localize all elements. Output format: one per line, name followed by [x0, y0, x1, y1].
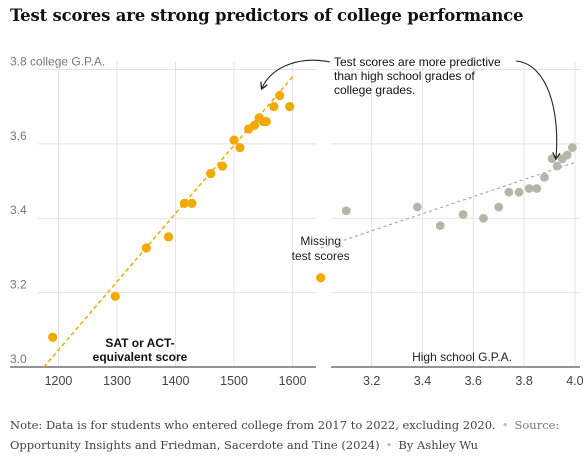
data-point: [249, 120, 260, 130]
trendline: [320, 161, 576, 249]
x-tick-label: 4.0: [566, 374, 583, 388]
y-tick-label: 3.8 college G.P.A.: [10, 54, 105, 68]
annotation-arrow: [262, 59, 331, 88]
byline: By Ashley Wu: [398, 438, 479, 452]
data-point: [187, 198, 197, 208]
data-point: [532, 184, 542, 193]
x-tick-label: 1500: [220, 374, 248, 388]
x-tick-label: 3.2: [363, 374, 380, 388]
x-tick-label: 1400: [162, 374, 190, 388]
data-point: [412, 202, 422, 212]
data-point: [504, 187, 514, 197]
data-point: [275, 90, 285, 101]
data-point: [217, 161, 227, 171]
trendline: [43, 76, 294, 368]
data-point: [110, 291, 120, 301]
chart-note: Note: Data is for students who entered c…: [10, 415, 580, 455]
y-tick-label: 3.2: [10, 278, 27, 292]
y-tick-label: 3.6: [10, 129, 27, 143]
data-point: [261, 116, 271, 127]
data-point: [141, 243, 151, 253]
x-tick-label: 1300: [103, 374, 131, 388]
data-point: [540, 172, 549, 182]
data-point: [235, 142, 245, 153]
x-axis-label: equivalent score: [93, 350, 188, 364]
data-point: [479, 213, 488, 223]
data-point: [494, 202, 504, 212]
missing-annotation-line: test scores: [292, 249, 350, 263]
data-point: [524, 184, 534, 193]
x-axis-label: High school G.P.A.: [412, 350, 512, 364]
y-tick-label: 3.0: [10, 352, 27, 366]
annotation-line: than high school grades of: [334, 69, 475, 83]
source-label: Source:: [514, 418, 560, 432]
separator-dot: •: [385, 438, 393, 452]
data-point: [552, 161, 562, 171]
data-point: [435, 221, 445, 231]
x-axis-label: SAT or ACT-: [105, 336, 174, 350]
x-tick-label: 1600: [279, 374, 307, 388]
data-point: [269, 102, 279, 112]
data-point: [514, 187, 524, 197]
separator-dot: •: [501, 418, 509, 432]
sat-panel: 3.0 3.2 3.4 3.6 3.8 college G.P.A. 1200 1300 14…: [10, 54, 350, 388]
data-point: [285, 102, 295, 112]
x-tick-label: 3.6: [465, 374, 482, 388]
data-point: [48, 332, 58, 342]
data-point: [229, 135, 239, 145]
x-tick-label: 3.8: [515, 374, 532, 388]
data-point: [562, 150, 572, 160]
data-point: [179, 198, 189, 208]
data-point: [567, 143, 577, 152]
y-tick-label: 3.4: [10, 203, 27, 217]
source-text: Opportunity Insights and Friedman, Sacer…: [10, 438, 380, 452]
annotation-line: college grades.: [334, 83, 415, 97]
data-point: [163, 232, 174, 242]
x-tick-label: 3.4: [414, 374, 431, 388]
x-tick-label: 1200: [45, 374, 73, 388]
data-point: [341, 206, 351, 216]
data-point: [547, 154, 557, 164]
note-text: Note: Data is for students who entered c…: [10, 418, 496, 432]
data-point: [458, 210, 468, 219]
data-point: [206, 168, 216, 179]
missing-data-point: [316, 273, 326, 283]
chart-title: Test scores are strong predictors of col…: [10, 6, 524, 25]
missing-annotation-line: Missing: [300, 234, 341, 248]
annotation-arrow: [515, 60, 557, 158]
hs-gpa-panel: 3.2 3.4 3.6 3.8 4.0 High school G.P.A.: [320, 62, 584, 388]
annotation-line: Test scores are more predictive: [334, 55, 501, 69]
